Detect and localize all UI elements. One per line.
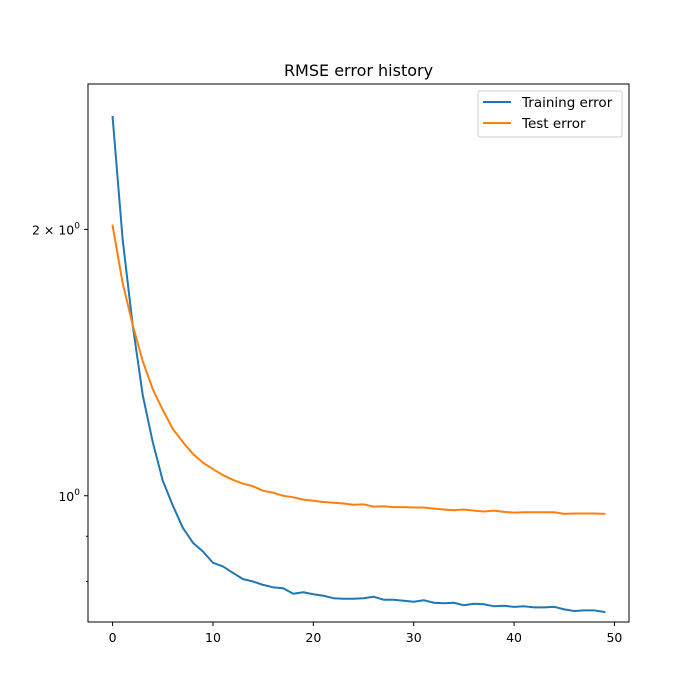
series-layer	[111, 115, 606, 614]
legend-box	[477, 90, 623, 138]
x-tick-label: 50	[606, 630, 622, 645]
series-line-test-error	[111, 224, 606, 515]
legend: Training error Test error	[477, 90, 623, 138]
legend-label-training-error: Training error	[521, 95, 613, 111]
legend-label-test-error: Test error	[521, 116, 586, 132]
y-tick-label: 100	[58, 488, 80, 504]
y-tick-label: 2 × 100	[32, 221, 80, 237]
series-line-training-error	[111, 115, 606, 614]
x-tick-label: 20	[305, 630, 321, 645]
x-tick-label: 30	[406, 630, 422, 645]
x-axis: 0 10 20 30 40 50	[109, 622, 622, 645]
plot-frame	[87, 83, 630, 623]
chart-title: RMSE error history	[284, 61, 433, 80]
x-tick-label: 40	[506, 630, 522, 645]
y-axis: 100 2 × 100	[32, 221, 88, 583]
x-tick-label: 0	[109, 630, 117, 645]
x-tick-label: 10	[205, 630, 221, 645]
